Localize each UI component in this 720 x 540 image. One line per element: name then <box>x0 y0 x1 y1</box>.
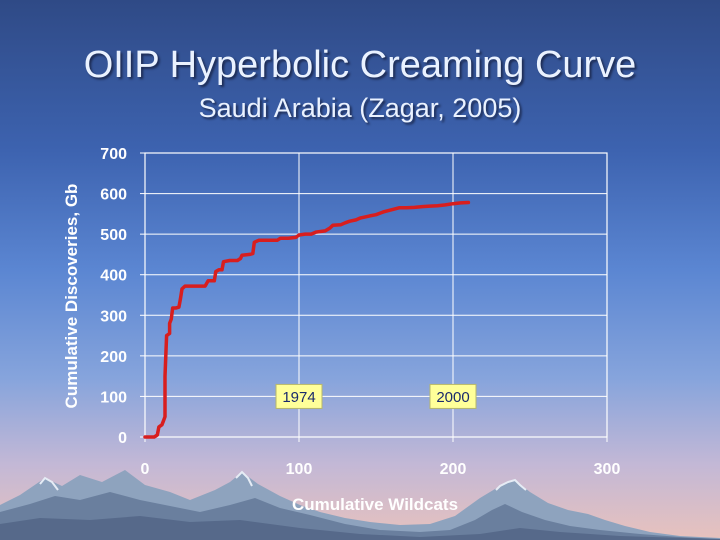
annotation-label: 2000 <box>436 389 469 406</box>
y-tick-label: 600 <box>100 187 127 204</box>
y-axis-title: Cumulative Discoveries, Gb <box>62 184 81 409</box>
slide-subtitle: Saudi Arabia (Zagar, 2005) <box>198 93 522 123</box>
x-tick-label: 300 <box>594 461 621 478</box>
slide-title: OIIP Hyperbolic Creaming Curve <box>83 44 637 86</box>
y-tick-label: 500 <box>100 227 127 244</box>
y-tick-label: 400 <box>100 268 127 285</box>
y-tick-label: 300 <box>100 308 127 325</box>
y-tick-label: 200 <box>100 349 127 366</box>
creaming-curve-line <box>143 200 471 439</box>
y-tick-label: 700 <box>100 146 127 163</box>
chart-tick-labels: 0 100 200 300 400 500 600 700 0 100 200 300 <box>100 146 620 478</box>
x-axis-title: Cumulative Wildcats <box>292 495 458 514</box>
y-tick-label: 100 <box>100 389 127 406</box>
annotation-box <box>275 383 323 409</box>
x-tick-label: 200 <box>440 461 467 478</box>
y-tick-label: 0 <box>118 430 127 447</box>
annotation-box <box>429 383 477 409</box>
plot-area-frame <box>144 152 608 438</box>
chart-annotations: 1974 2000 <box>275 383 477 409</box>
x-tick-label: 100 <box>286 461 313 478</box>
creaming-curve-layer <box>143 200 471 439</box>
x-tick-label: 0 <box>141 461 150 478</box>
chart-grid <box>140 152 608 442</box>
annotation-label: 1974 <box>282 389 315 406</box>
